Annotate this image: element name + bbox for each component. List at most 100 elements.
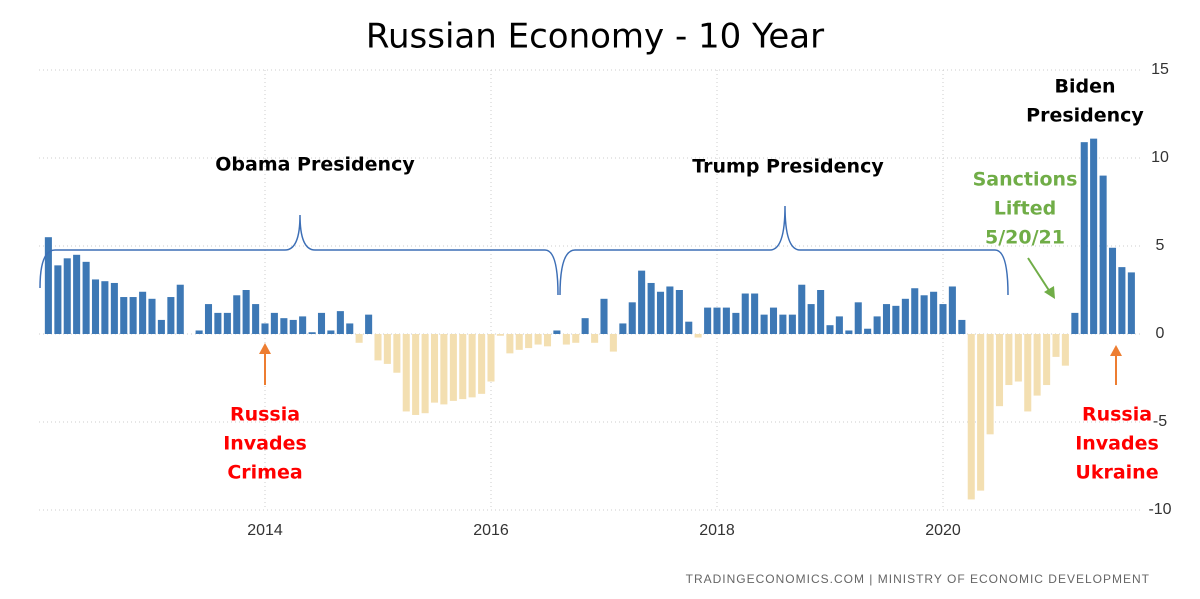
bar	[73, 254, 81, 334]
bar	[826, 325, 834, 334]
bar	[572, 334, 580, 343]
bars	[44, 138, 1135, 500]
bar	[553, 330, 561, 334]
bar	[110, 282, 118, 334]
bar	[1024, 334, 1032, 412]
bar	[421, 334, 429, 414]
bar	[656, 291, 665, 334]
bar	[543, 334, 552, 347]
bar	[223, 312, 231, 334]
obama-bracket	[39, 214, 559, 296]
bar	[63, 258, 71, 334]
bar	[977, 334, 985, 491]
bar	[214, 312, 222, 334]
annotation: Trump Presidency	[692, 156, 884, 178]
bar	[412, 334, 420, 415]
arrow	[1027, 257, 1051, 293]
bar	[365, 314, 373, 334]
source: TRADINGECONOMICS.COM | MINISTRY OF ECONO…	[686, 572, 1150, 586]
bar	[562, 334, 570, 345]
bar	[704, 307, 712, 334]
y-tick-label: 0	[1156, 325, 1165, 342]
bar	[195, 330, 203, 334]
bar	[798, 284, 806, 334]
y-tick-label: 5	[1156, 237, 1165, 254]
bar	[685, 321, 693, 334]
bar	[91, 279, 100, 334]
bar	[233, 295, 241, 334]
bar	[252, 304, 260, 334]
bar	[647, 282, 655, 334]
bar	[666, 286, 674, 334]
bar	[204, 304, 213, 334]
chart-title: Russian Economy - 10 Year	[366, 17, 824, 57]
bar	[280, 318, 288, 334]
bar	[967, 334, 975, 500]
bar	[487, 334, 495, 382]
bar	[525, 334, 533, 349]
bar	[54, 265, 62, 334]
bar	[261, 323, 269, 334]
y-tick-label: 15	[1151, 61, 1169, 78]
bar	[82, 261, 90, 334]
bar	[864, 328, 872, 334]
annotations: Obama Presidency Trump Presidency Biden Pre…	[215, 76, 1159, 484]
bar	[1118, 267, 1126, 334]
x-tick-label: 2018	[699, 522, 735, 539]
bar	[873, 316, 881, 334]
bar	[468, 334, 476, 398]
bar	[722, 307, 730, 334]
annotation: Biden	[1054, 76, 1115, 98]
annotation: Presidency	[1026, 105, 1144, 127]
x-tick-label: 2014	[247, 522, 283, 539]
bar	[1014, 334, 1022, 382]
bar	[581, 318, 589, 334]
annotation: Ukraine	[1075, 462, 1158, 484]
y-tick-label: -10	[1148, 501, 1171, 518]
bar	[628, 302, 636, 334]
bar	[817, 290, 825, 334]
bar	[939, 304, 947, 334]
bar	[157, 319, 165, 334]
bar	[346, 323, 354, 334]
bar	[1127, 272, 1135, 334]
bar	[459, 334, 467, 400]
bar	[882, 304, 891, 334]
bar	[892, 305, 900, 334]
bar	[534, 334, 542, 345]
annotation: Lifted	[994, 198, 1056, 220]
bar	[120, 297, 128, 334]
y-tick-label: 10	[1151, 149, 1169, 166]
bar	[176, 284, 184, 334]
bar	[289, 319, 297, 334]
bar	[930, 291, 938, 334]
x-tick-label: 2016	[473, 522, 509, 539]
arrow-head	[1110, 345, 1122, 356]
bar	[44, 237, 52, 334]
bar	[393, 334, 401, 373]
bar	[835, 316, 843, 334]
annotation: Crimea	[227, 462, 302, 484]
annotation: Obama Presidency	[215, 154, 415, 176]
bar	[741, 293, 749, 334]
bar	[317, 312, 326, 334]
bar	[496, 334, 504, 336]
trump-bracket	[559, 205, 1009, 296]
bar	[327, 330, 335, 334]
bar	[478, 334, 486, 394]
bar	[779, 314, 787, 334]
annotation: 5/20/21	[985, 227, 1065, 249]
annotation: Sanctions	[973, 169, 1078, 191]
bar	[713, 307, 721, 334]
bar	[308, 332, 316, 334]
bar	[1090, 138, 1098, 334]
bar	[148, 298, 156, 334]
bar	[430, 334, 439, 403]
bar	[619, 323, 627, 334]
bar	[1071, 312, 1079, 334]
bar	[129, 297, 137, 334]
bar	[591, 334, 599, 343]
bar	[440, 334, 448, 405]
bar	[948, 286, 956, 334]
bar	[355, 334, 363, 343]
